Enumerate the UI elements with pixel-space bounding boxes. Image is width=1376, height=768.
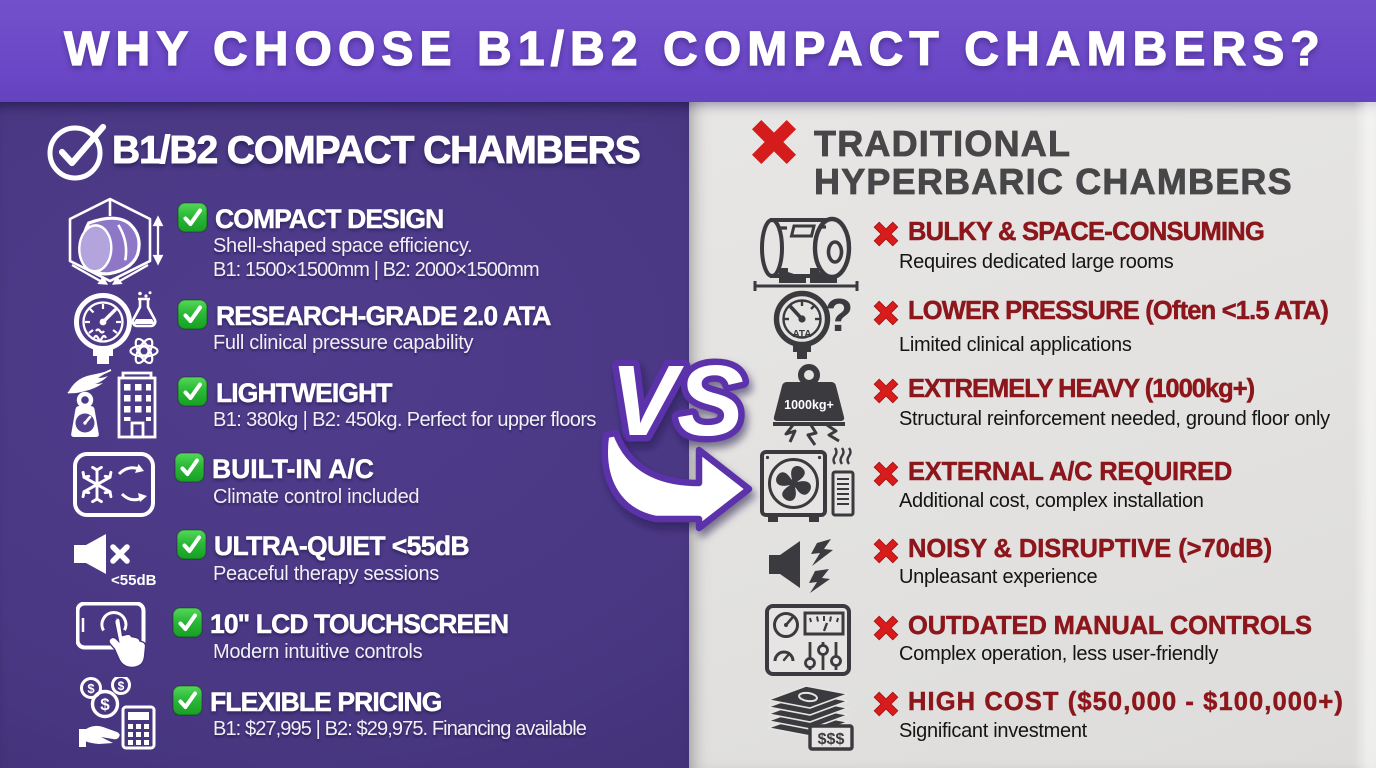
svg-text:$: $ — [118, 679, 125, 693]
svg-text:?: ? — [825, 289, 853, 341]
svg-text:$$$: $$$ — [818, 731, 845, 748]
svg-text:<55dB: <55dB — [111, 572, 157, 589]
svg-text:ATA: ATA — [792, 329, 811, 340]
svg-text:1000kg+: 1000kg+ — [784, 398, 834, 412]
svg-text:$: $ — [100, 695, 110, 714]
svg-text:$: $ — [87, 681, 95, 696]
svg-text:VS: VS — [610, 345, 743, 457]
